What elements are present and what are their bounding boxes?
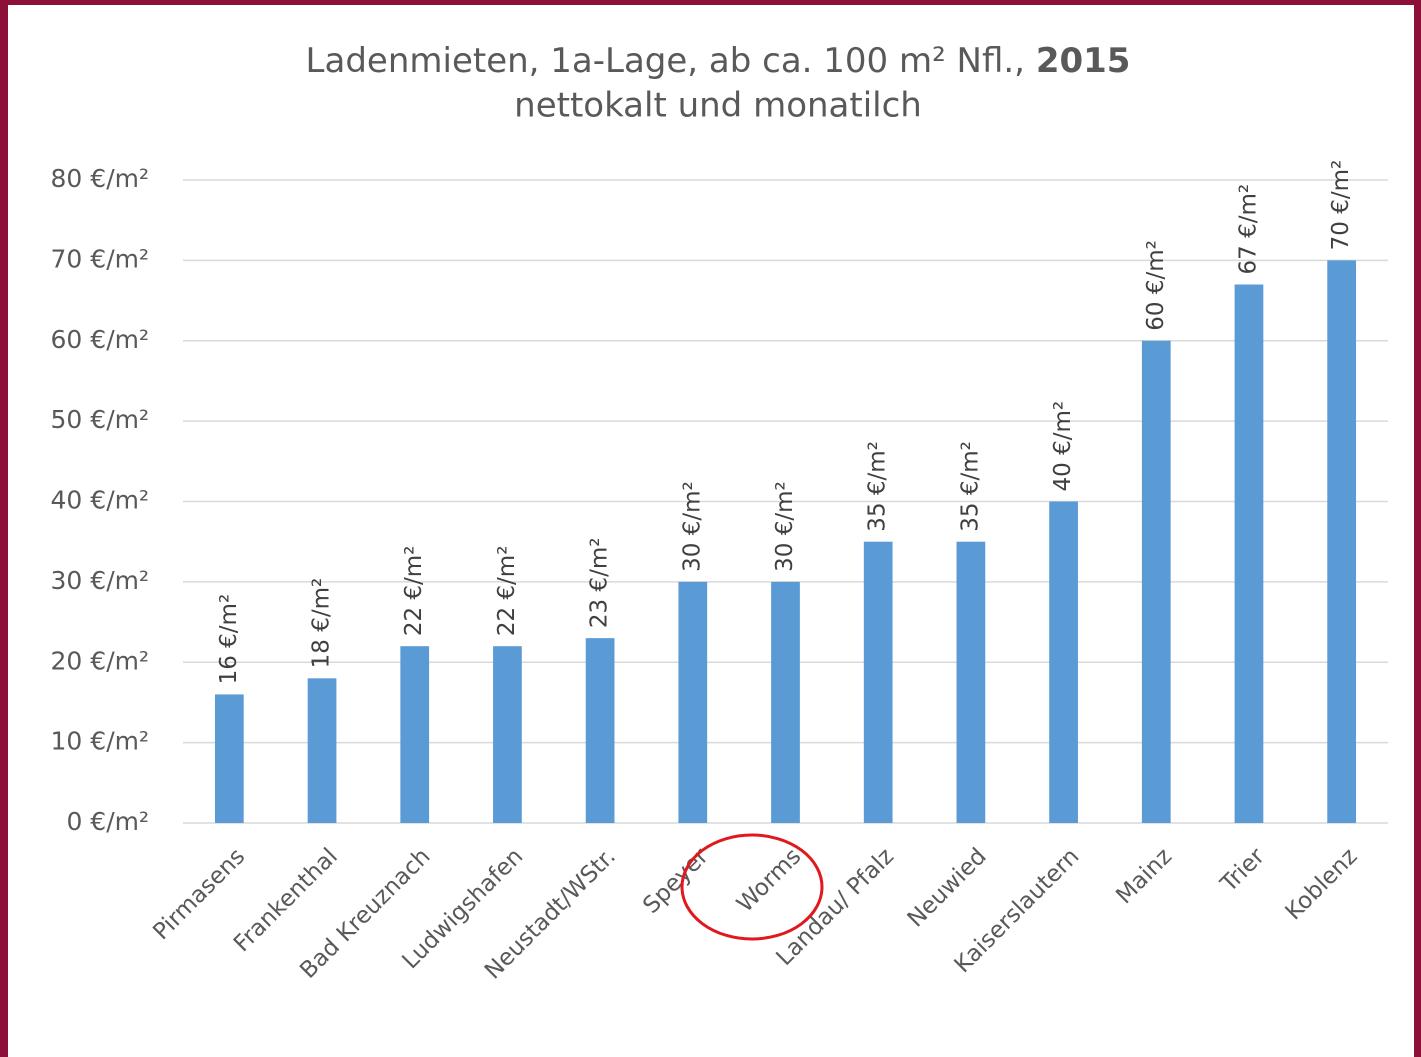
title-text: Ladenmieten, 1a-Lage, ab ca. 100 m² Nfl.… [306, 41, 1025, 81]
bar [1141, 340, 1171, 823]
value-label: 30 €/m² [772, 481, 798, 572]
value-label: 22 €/m² [401, 546, 427, 637]
value-label: 22 €/m² [494, 546, 520, 637]
value-label: 60 €/m² [1143, 240, 1169, 331]
y-tick-label: 40 €/m² [51, 486, 149, 515]
bar [1327, 260, 1357, 823]
y-tick-label: 50 €/m² [51, 405, 149, 434]
value-label: 40 €/m² [1050, 401, 1076, 492]
y-tick-label: 70 €/m² [51, 244, 149, 273]
value-label: 70 €/m² [1328, 160, 1354, 251]
value-label: 23 €/m² [587, 538, 613, 629]
y-tick-label: 30 €/m² [51, 566, 149, 595]
value-label: 18 €/m² [309, 578, 335, 669]
bar [678, 581, 708, 823]
chart-background [8, 5, 1414, 1057]
bar [493, 646, 522, 823]
value-label: 35 €/m² [865, 441, 891, 532]
y-tick-label: 20 €/m² [51, 646, 149, 675]
value-label: 35 €/m² [957, 441, 983, 532]
y-tick-label: 60 €/m² [51, 325, 149, 354]
bar [771, 581, 800, 823]
y-tick-label: 10 €/m² [51, 727, 149, 756]
bar [863, 541, 893, 823]
title-year: 2015 [1036, 41, 1131, 81]
value-label: 30 €/m² [679, 481, 705, 572]
bar [214, 694, 244, 823]
highlight-circle [680, 833, 824, 941]
chart-subtitle: nettokalt und monatilch [514, 86, 922, 126]
value-label: 16 €/m² [216, 594, 242, 685]
y-tick-label: 0 €/m² [66, 807, 149, 836]
y-tick-label: 80 €/m² [51, 164, 149, 193]
bar [1049, 501, 1078, 823]
bar [585, 638, 615, 823]
bar [400, 646, 430, 823]
bar [956, 541, 986, 823]
bar [307, 678, 337, 823]
bar [1234, 284, 1264, 823]
chart-title: Ladenmieten, 1a-Lage, ab ca. 100 m² Nfl.… [306, 41, 1131, 81]
value-label: 67 €/m² [1235, 184, 1261, 275]
